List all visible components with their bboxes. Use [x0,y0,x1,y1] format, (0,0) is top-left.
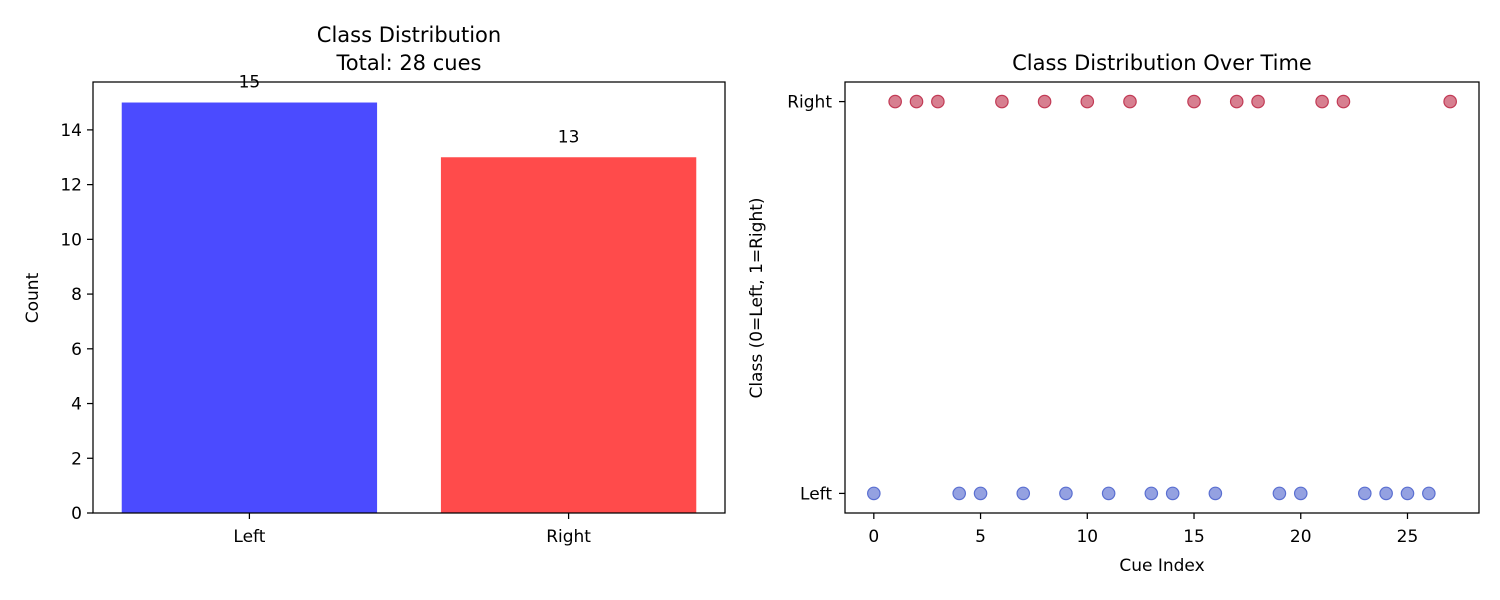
scatter-point-11 [1101,486,1116,501]
scatter-point-15 [1187,94,1201,109]
bar-y-tick-label: 14 [60,121,82,141]
scatter-x-tick-label: 20 [1290,527,1312,547]
scatter-point-24 [1379,486,1393,501]
scatter-chart: Class Distribution Over Time Left Right 0… [747,51,1480,576]
scatter-y-ticks: Left Right [787,93,845,504]
scatter-point-7 [1016,486,1031,501]
bar-right [440,157,697,513]
bar-chart-title-line-2: Total: 28 cues [336,51,482,75]
bar-y-tick-label: 8 [71,285,82,305]
scatter-point-4 [952,486,967,501]
scatter-point-13 [1144,486,1159,501]
scatter-point-23 [1357,486,1372,501]
bar-y-tick-label: 0 [71,504,82,524]
scatter-x-tick-label: 25 [1397,527,1419,547]
scatter-point-22 [1336,94,1351,109]
scatter-point-3 [931,94,945,109]
scatter-point-12 [1123,94,1137,109]
bar-chart-axes-frame [92,81,726,514]
bar-y-tick-label: 6 [71,340,82,360]
bar-x-tick-label-right: Right [546,527,591,547]
scatter-point-6 [995,94,1009,109]
scatter-chart-y-axis-label: Class (0=Left, 1=Right) [747,197,767,398]
scatter-y-tick-label-left: Left [800,484,832,504]
scatter-x-tick-label: 15 [1183,527,1205,547]
scatter-marks [867,94,1457,501]
scatter-point-19 [1272,486,1287,501]
bar-chart-title-line-1: Class Distribution [317,23,501,47]
scatter-point-16 [1208,486,1223,501]
scatter-point-27 [1443,94,1457,109]
scatter-point-26 [1422,486,1436,501]
scatter-point-5 [973,486,988,501]
scatter-point-18 [1251,94,1265,109]
bar-y-ticks: 0 2 4 6 8 10 12 14 [60,121,93,524]
scatter-point-8 [1037,94,1052,109]
bar-y-tick-label: 2 [71,449,82,469]
bar-chart-y-axis-label: Count [23,272,43,323]
scatter-point-14 [1165,486,1180,501]
scatter-x-tick-label: 5 [975,527,986,547]
scatter-point-17 [1229,94,1244,109]
scatter-y-tick-label-right: Right [787,93,832,113]
bar-y-tick-label: 10 [60,230,82,250]
scatter-point-1 [888,94,902,109]
bar-x-ticks: Left Right [233,513,591,547]
scatter-chart-axes-frame [844,81,1480,514]
scatter-x-ticks: 0 5 10 15 20 25 [868,513,1418,547]
scatter-chart-title: Class Distribution Over Time [1012,51,1312,75]
bar-x-tick-label-left: Left [233,527,265,547]
scatter-point-2 [909,94,924,109]
scatter-chart-x-axis-label: Cue Index [1119,556,1204,576]
bar-y-tick-label: 12 [60,176,82,196]
scatter-point-25 [1400,486,1415,501]
scatter-x-tick-label: 0 [868,527,879,547]
scatter-point-9 [1059,486,1073,501]
scatter-point-0 [867,486,881,501]
scatter-x-tick-label: 10 [1076,527,1098,547]
bar-y-tick-label: 4 [71,395,82,415]
scatter-point-20 [1293,486,1308,501]
bar-data-label-right: 13 [558,127,580,147]
scatter-point-21 [1315,94,1329,109]
scatter-point-10 [1080,94,1095,109]
bar-left [121,102,378,514]
